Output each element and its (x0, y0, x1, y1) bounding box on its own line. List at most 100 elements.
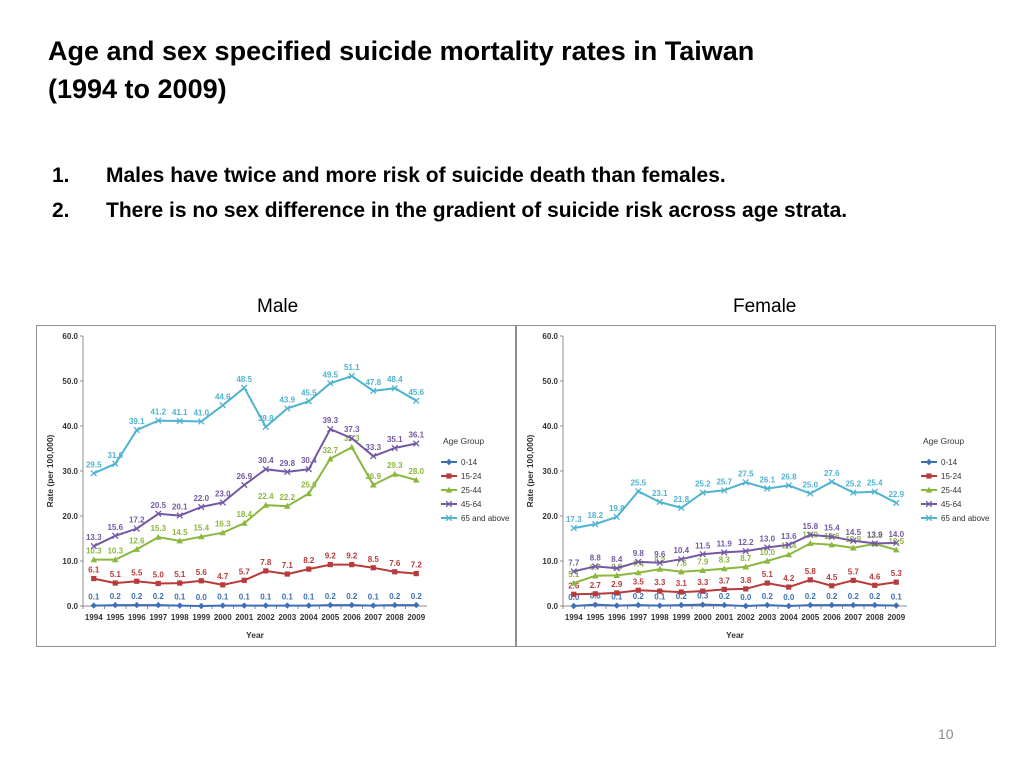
data-label: 21.8 (673, 495, 689, 504)
data-point (592, 591, 598, 597)
y-tick-label: 60.0 (62, 332, 78, 341)
data-point (112, 601, 119, 609)
data-label: 26.9 (236, 472, 252, 481)
data-point (721, 601, 728, 609)
x-tick-label: 2009 (887, 613, 905, 622)
data-point (262, 465, 270, 473)
data-label: 3.1 (676, 579, 688, 588)
data-label: 22.9 (888, 490, 904, 499)
data-label: 0.2 (325, 592, 337, 601)
data-label: 33.3 (365, 443, 381, 452)
data-point (763, 557, 771, 564)
x-tick-label: 1994 (565, 613, 583, 622)
legend-entry: 0-14 (941, 458, 958, 467)
data-label: 15.8 (802, 522, 818, 531)
series-65-and-above: 17.3 18.2 19.8 25.5 23.1 21.8 25.2 25.7 27.5 26.1… (566, 469, 905, 532)
data-label: 0.2 (826, 592, 838, 601)
series-45-64: 13.3 15.6 17.2 20.5 20.1 22.0 23.0 26.9 30.4 29.8… (86, 416, 425, 550)
x-tick-label: 2005 (801, 613, 819, 622)
data-label: 41.2 (150, 408, 166, 417)
legend-entry: 25-44 (941, 486, 962, 495)
y-axis-title: Rate (per 100,000) (525, 434, 535, 507)
legend-entry: 45-64 (461, 500, 482, 509)
x-tick-label: 1997 (629, 613, 647, 622)
data-point (807, 601, 814, 609)
data-label: 0.2 (762, 592, 774, 601)
data-point (348, 601, 355, 609)
data-point (348, 372, 356, 380)
key-point-number: 1. (52, 164, 70, 187)
data-point (678, 601, 685, 609)
data-point (327, 562, 333, 568)
data-point (785, 482, 793, 489)
data-label: 10.3 (86, 547, 102, 556)
data-label: 0.0 (740, 593, 752, 602)
x-tick-label: 1995 (106, 613, 124, 622)
data-point (198, 578, 204, 584)
data-point (720, 549, 728, 556)
data-point (369, 481, 377, 488)
data-label: 22.4 (258, 492, 274, 501)
data-label: 5.5 (131, 568, 143, 577)
data-point (872, 582, 878, 588)
x-tick-label: 1996 (128, 613, 146, 622)
x-tick-label: 1998 (171, 613, 189, 622)
data-point (871, 488, 879, 495)
data-point (634, 558, 642, 566)
data-point (391, 384, 399, 392)
series-0-14: 0.00.30.10.20.10.20.30.20.00.20.00.20.20… (568, 592, 902, 610)
y-tick-label: 50.0 (62, 377, 78, 386)
data-label: 5.8 (805, 567, 817, 576)
data-point (613, 572, 621, 578)
legend: Age Group 0-14 15-24 25-44 45-64 65 and above (921, 436, 990, 523)
x-tick-label: 1998 (651, 613, 669, 622)
data-point (892, 546, 900, 553)
data-point (413, 571, 419, 577)
data-point (327, 601, 334, 609)
data-point (305, 397, 313, 405)
data-point (240, 519, 248, 526)
data-label: 4.6 (869, 572, 881, 581)
data-label: 47.8 (365, 378, 381, 387)
data-label: 7.2 (411, 561, 423, 570)
x-tick-label: 2001 (715, 613, 733, 622)
x-tick-label: 2004 (300, 613, 318, 622)
y-tick-label: 30.0 (542, 467, 558, 476)
key-point-text: Males have twice and more risk of suicid… (106, 164, 726, 187)
x-tick-label: 2000 (694, 613, 712, 622)
data-label: 11.9 (717, 539, 733, 548)
data-point (90, 469, 98, 477)
data-label: 7.8 (260, 558, 272, 567)
y-tick-label: 10.0 (62, 557, 78, 566)
data-label: 14.5 (845, 528, 861, 537)
data-point (90, 542, 98, 550)
data-point (219, 602, 226, 609)
x-tick-label: 2005 (321, 613, 339, 622)
x-axis-title: Year (246, 630, 265, 640)
data-label: 9.8 (633, 549, 645, 558)
legend-title: Age Group (923, 436, 964, 446)
data-point (570, 568, 578, 575)
legend-marker (925, 458, 933, 466)
x-tick-label: 2004 (780, 613, 798, 622)
series-0-14: 0.1 0.2 0.2 0.2 0.1 0.0 0.1 0.1 0.1 0.1 0.1 0.2 0.2 0… (88, 592, 422, 610)
data-label: 25.0 (802, 481, 818, 490)
series-line (573, 533, 897, 573)
data-label: 5.1 (174, 570, 186, 579)
data-label: 41.0 (193, 409, 209, 418)
legend-entry: 65 and above (461, 514, 510, 523)
legend-marker (445, 514, 453, 522)
data-point (677, 555, 685, 563)
data-point (326, 425, 334, 433)
x-tick-label: 1996 (608, 613, 626, 622)
data-point (849, 489, 857, 496)
data-point (677, 568, 685, 575)
x-tick-label: 1994 (85, 613, 103, 622)
x-tick-label: 2006 (343, 613, 361, 622)
data-point (871, 601, 878, 609)
data-label: 48.4 (387, 375, 403, 384)
data-label: 13.6 (781, 532, 797, 541)
data-label: 9.6 (654, 550, 666, 559)
data-point (656, 498, 664, 506)
